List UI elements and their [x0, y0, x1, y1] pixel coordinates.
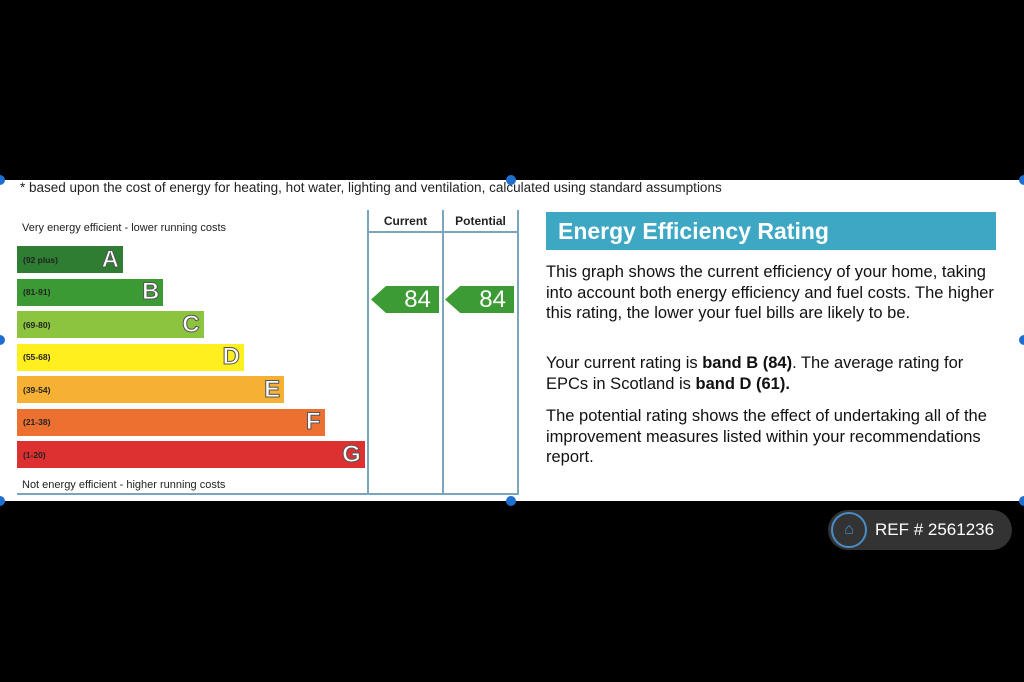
- divider: [442, 210, 444, 495]
- band-letter: C: [182, 310, 200, 338]
- current-rating-arrow: 84: [371, 286, 439, 313]
- band-range: (92 plus): [23, 254, 58, 265]
- current-header: Current: [383, 214, 428, 228]
- text: Your current rating is: [546, 354, 703, 372]
- divider: [367, 231, 519, 233]
- band-f: (21-38) F: [17, 408, 325, 436]
- band-letter: A: [101, 245, 119, 273]
- band-letter: G: [342, 440, 362, 468]
- description-2: Your current rating is band B (84). The …: [546, 353, 996, 394]
- divider: [517, 210, 519, 495]
- divider: [367, 210, 369, 495]
- resize-handle[interactable]: [0, 175, 5, 185]
- band-g: (1-20) G: [17, 440, 365, 468]
- band-letter: E: [264, 375, 281, 403]
- resize-handle[interactable]: [1019, 335, 1024, 345]
- current-band: band B (84): [702, 354, 793, 372]
- description-1: This graph shows the current efficiency …: [546, 263, 994, 322]
- band-range: (55-68): [23, 352, 51, 362]
- band-letter: D: [222, 343, 240, 371]
- rating-title: Energy Efficiency Rating: [546, 212, 996, 250]
- reference-number: REF # 2561236: [875, 520, 995, 539]
- resize-handle[interactable]: [1019, 175, 1024, 185]
- average-band: band D (61).: [695, 374, 790, 393]
- band-e: (39-54) E: [17, 375, 285, 403]
- top-label: Very energy efficient - lower running co…: [22, 222, 227, 234]
- text: . The average rating for EPCs in Scotlan…: [546, 354, 964, 393]
- band-range: (39-54): [23, 384, 51, 395]
- epc-image: * based upon the cost of energy for heat…: [0, 175, 1024, 506]
- band-range: (69-80): [23, 319, 51, 330]
- resize-handle[interactable]: [506, 175, 516, 185]
- band-range: (21-38): [23, 417, 51, 427]
- band-range: (81-91): [23, 287, 51, 297]
- bottom-label: Not energy efficient - higher running co…: [22, 479, 226, 491]
- reference-badge: ⌂ REF # 2561236: [828, 510, 1012, 550]
- description-3: The potential rating shows the effect of…: [546, 407, 987, 466]
- band-d: (55-68) D: [17, 343, 244, 371]
- band-range: (1-20): [23, 449, 46, 460]
- band-c: (69-80) C: [17, 310, 204, 338]
- divider: [17, 493, 519, 495]
- band-b: (81-91) B: [17, 278, 164, 306]
- resize-handle[interactable]: [1019, 496, 1024, 506]
- resize-handle[interactable]: [0, 496, 5, 506]
- footnote: * based upon the cost of energy for heat…: [20, 180, 722, 195]
- resize-handle[interactable]: [506, 496, 516, 506]
- band-a: (92 plus) A: [17, 245, 123, 273]
- band-letter: B: [141, 278, 160, 306]
- resize-handle[interactable]: [0, 335, 5, 345]
- band-letter: F: [305, 408, 321, 436]
- potential-rating-arrow: 84: [445, 286, 514, 313]
- potential-header: Potential: [455, 214, 506, 228]
- home-icon: ⌂: [831, 512, 867, 548]
